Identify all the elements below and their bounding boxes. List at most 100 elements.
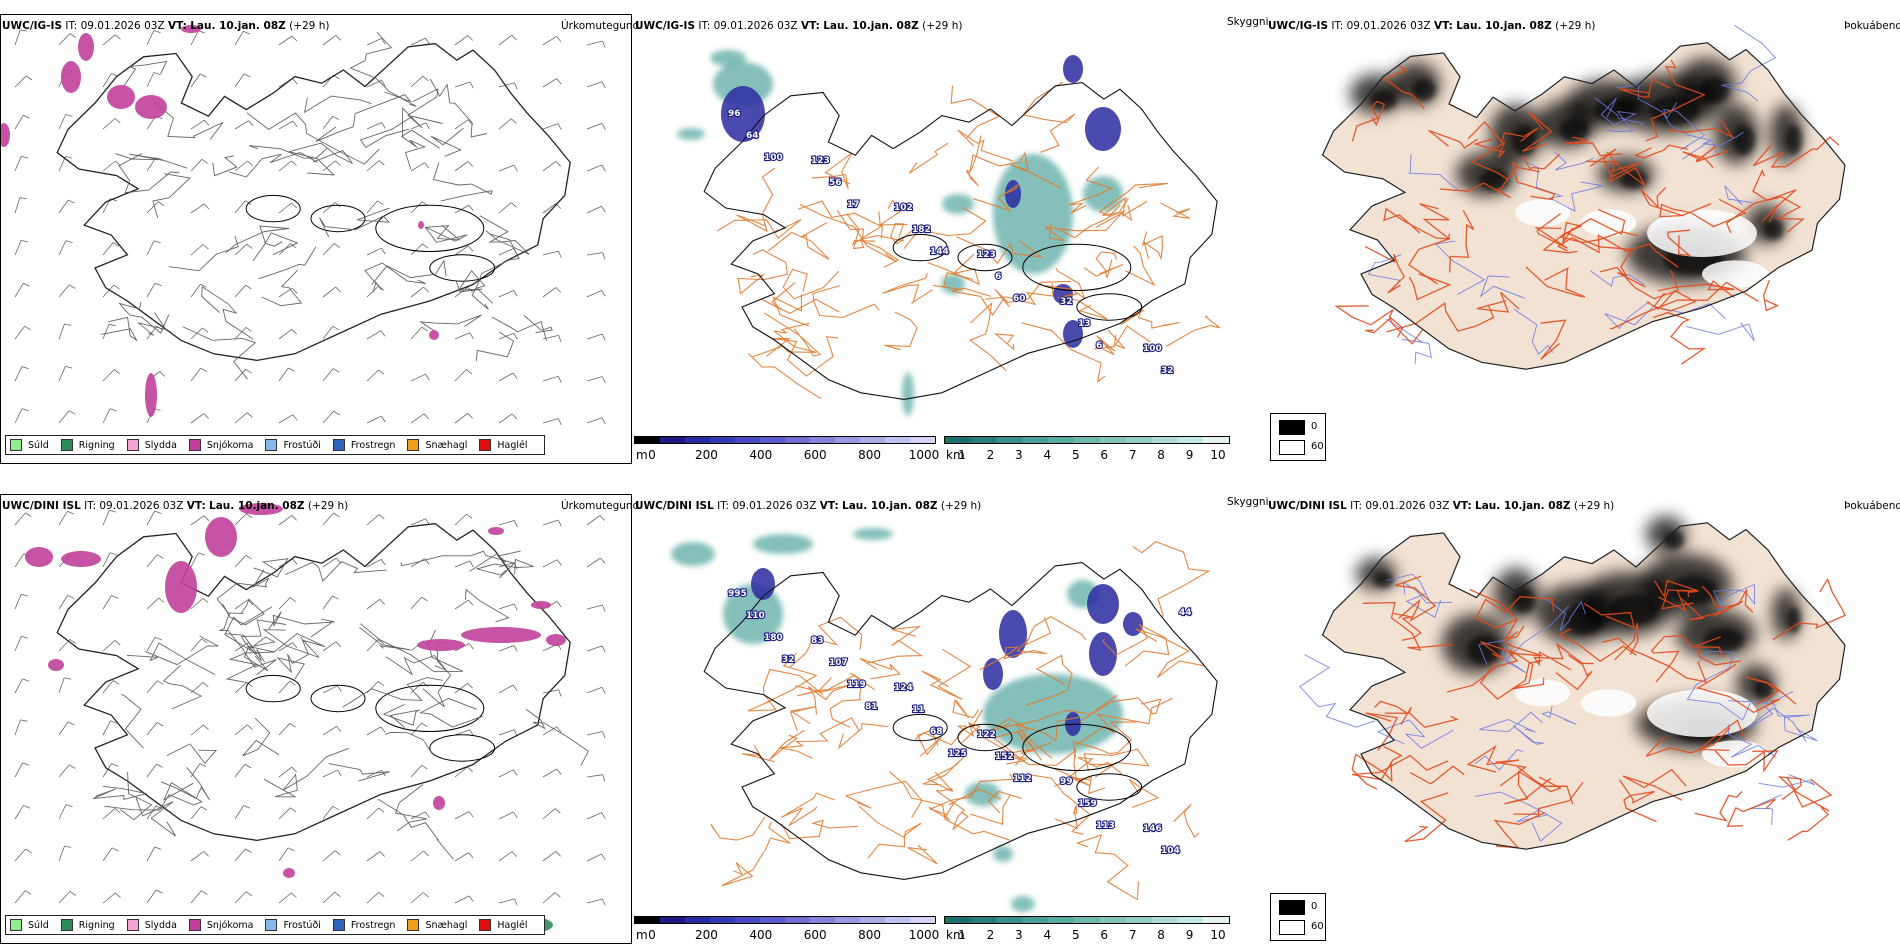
colorbar-bin bbox=[885, 917, 910, 923]
model-name: UWC/DINI ISL bbox=[635, 500, 714, 512]
river-network bbox=[1367, 24, 1777, 365]
ceiling-label: 17 bbox=[847, 200, 860, 210]
ceiling-label: 144 bbox=[930, 247, 949, 257]
ceiling-label: 123 bbox=[811, 156, 830, 166]
road-network bbox=[101, 31, 553, 380]
visibility-colorbar-row2: km 1 2 3 4 5 6 7 8 9 10 bbox=[944, 916, 1230, 944]
panel-title-precip-type: Úrkomutegund bbox=[561, 20, 640, 32]
model-name: UWC/DINI ISL bbox=[2, 500, 81, 512]
iceland-coastline bbox=[703, 562, 1218, 880]
ceiling-label: 124 bbox=[894, 683, 913, 693]
legend-item: Súld bbox=[10, 439, 49, 451]
colorbar-bin bbox=[1022, 917, 1049, 923]
valid-label: VT: bbox=[1452, 500, 1472, 512]
legend-item: Snjókoma bbox=[188, 919, 254, 931]
legend-label: Rigning bbox=[78, 439, 115, 451]
fog-indicator-map bbox=[1321, 24, 1846, 370]
colorbar-bin bbox=[945, 917, 971, 923]
legend-label: Haglél bbox=[497, 439, 528, 451]
colorbar-tick: 800 bbox=[858, 448, 882, 462]
init-time: 09.01.2026 03Z bbox=[99, 500, 184, 512]
colorbar-bin bbox=[710, 437, 735, 443]
legend-swatch bbox=[332, 439, 345, 451]
glacier bbox=[1647, 689, 1757, 737]
legend-swatch bbox=[126, 439, 139, 451]
wind-barbs bbox=[14, 29, 606, 426]
legend-item: Frostúði bbox=[265, 439, 321, 451]
init-label: IT: bbox=[698, 20, 711, 32]
low-ceiling-areas bbox=[751, 568, 1143, 736]
colorbar-unit: m bbox=[636, 928, 648, 942]
ceiling-label: 44 bbox=[1179, 608, 1192, 618]
ceiling-colorbar-row1: m 0 200 400 600 800 1000 bbox=[634, 436, 939, 464]
panel-title-fog: Þokuábendi bbox=[1844, 500, 1900, 512]
legend-label: Súld bbox=[28, 919, 49, 931]
road-network bbox=[716, 81, 1221, 400]
visibility-colorbar-row1: km 1 2 3 4 5 6 7 8 9 10 bbox=[944, 436, 1230, 464]
colorbar-strip bbox=[944, 436, 1230, 444]
legend-swatch bbox=[407, 919, 420, 931]
ceiling-label: 123 bbox=[977, 250, 996, 260]
ceiling-label: 182 bbox=[912, 225, 931, 235]
ceiling-label: 32 bbox=[1060, 297, 1073, 307]
lead-time: (+29 h) bbox=[1555, 20, 1596, 32]
legend-label: Frostúði bbox=[283, 439, 321, 451]
glacier bbox=[1515, 199, 1570, 227]
ceiling-label: 60 bbox=[1013, 294, 1026, 304]
colorbar-tick: 7 bbox=[1128, 928, 1137, 942]
ceiling-label: 6 bbox=[1096, 341, 1102, 351]
legend-item: Slydda bbox=[126, 439, 177, 451]
glacier bbox=[1702, 260, 1768, 288]
ceiling-label: 146 bbox=[1143, 824, 1162, 834]
legend-item: Snjókoma bbox=[188, 439, 253, 451]
colorbar-bin bbox=[860, 917, 885, 923]
visibility-ceiling-panel-row2: 995 83 124 122 99 146 110 107 11 152 159 104 180 119 6… bbox=[633, 494, 1265, 944]
legend-swatch bbox=[332, 919, 345, 931]
precip-type-map bbox=[14, 503, 606, 933]
colorbar-bin bbox=[735, 437, 760, 443]
model-name: UWC/DINI ISL bbox=[1268, 500, 1347, 512]
visibility-ceiling-map: 96 123 102 123 32 100 64 56 182 6 13 32 100 17 144 60 6 bbox=[677, 50, 1221, 416]
colorbar-tick: 4 bbox=[1043, 928, 1052, 942]
legend-label: Snæhagl bbox=[425, 439, 468, 451]
legend-label: Snjókoma bbox=[206, 919, 254, 931]
colorbar-bin bbox=[1074, 437, 1100, 443]
ceiling-label: 68 bbox=[930, 727, 943, 737]
init-label: IT: bbox=[1350, 500, 1363, 512]
colorbar-bin bbox=[685, 917, 710, 923]
legend-label: Rigning bbox=[78, 919, 115, 931]
colorbar-bin bbox=[1099, 917, 1126, 923]
ceiling-label: 104 bbox=[1161, 846, 1180, 856]
colorbar-bin bbox=[810, 917, 835, 923]
ceiling-label: 96 bbox=[728, 109, 741, 119]
valid-time: Lau. 10.jan. 08Z bbox=[842, 500, 938, 512]
legend-item: Haglél bbox=[479, 439, 528, 451]
valid-time: Lau. 10.jan. 08Z bbox=[1475, 500, 1571, 512]
legend-item: Snæhagl bbox=[407, 919, 467, 931]
ceiling-label: 159 bbox=[1078, 799, 1097, 809]
colorbar-tick: 600 bbox=[803, 928, 827, 942]
colorbar-tick: 6 bbox=[1100, 448, 1109, 462]
legend-swatch bbox=[10, 919, 22, 931]
colorbar-unit: km bbox=[946, 928, 965, 942]
ceiling-label: 100 bbox=[764, 153, 783, 163]
iceland-coastline bbox=[703, 82, 1218, 400]
snow-areas bbox=[1, 25, 439, 417]
legend-label: Frostregn bbox=[350, 439, 396, 451]
legend-item: Frostregn bbox=[332, 439, 396, 451]
colorbar-bin bbox=[970, 437, 997, 443]
fog-indicator-panel-row2 bbox=[1266, 494, 1900, 944]
colorbar-strip bbox=[634, 916, 936, 924]
legend-label: Frostregn bbox=[350, 919, 396, 931]
lead-time: (+29 h) bbox=[922, 20, 963, 32]
init-label: IT: bbox=[65, 20, 78, 32]
ceiling-label: 32 bbox=[782, 655, 795, 665]
model-name: UWC/IG-IS bbox=[1268, 20, 1329, 32]
colorbar-tick: 6 bbox=[1100, 928, 1109, 942]
colorbar-tick: 200 bbox=[694, 448, 718, 462]
legend-swatch bbox=[479, 919, 492, 931]
colorbar-bin bbox=[760, 917, 785, 923]
init-time: 09.01.2026 03Z bbox=[713, 20, 798, 32]
header-row2: UWC/DINI ISL IT: 09.01.2026 03Z VT: Lau.… bbox=[2, 500, 348, 512]
valid-label: VT: bbox=[186, 500, 206, 512]
